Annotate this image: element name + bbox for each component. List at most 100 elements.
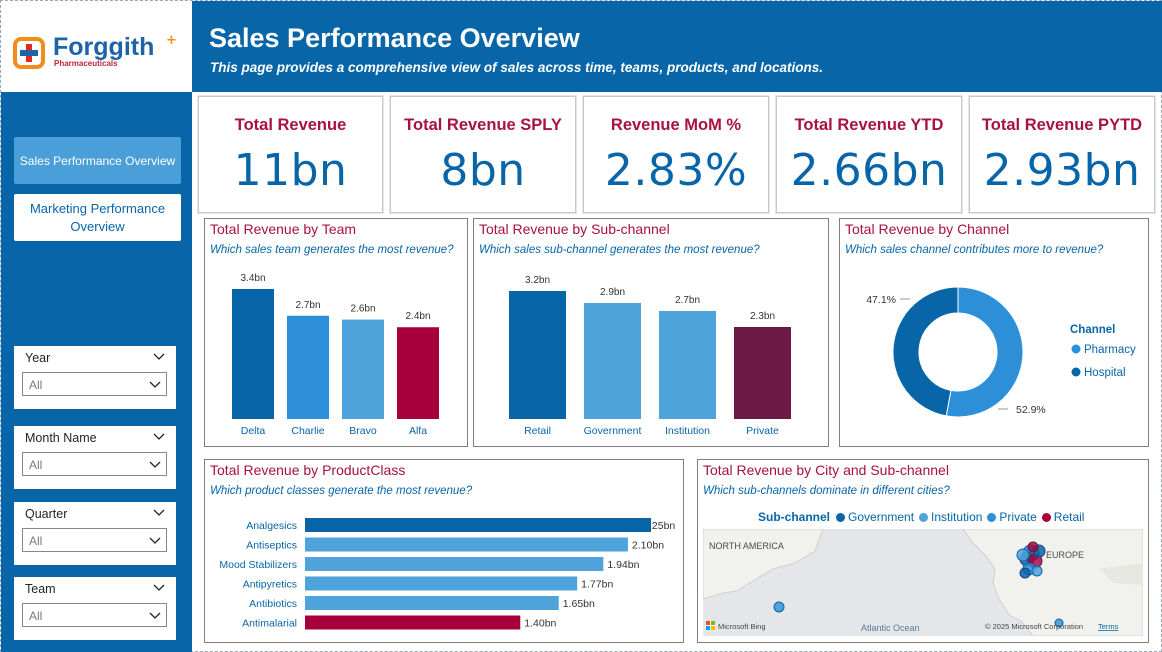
- microsoft-logo-yellow: [711, 626, 715, 630]
- subchannel-bar-plot: 3.2bn Retail 2.9bn Government 2.7bn Instituti…: [509, 275, 791, 437]
- kpi-label: Total Revenue YTD: [794, 116, 944, 134]
- sparkle-icon: +: [166, 33, 177, 48]
- map-label-atlantic-ocean: Atlantic Ocean: [861, 623, 920, 633]
- donut-slice[interactable]: [945, 286, 1024, 418]
- team-dropdown[interactable]: All: [22, 603, 167, 627]
- productclass-revenue-chart[interactable]: Total Revenue by ProductClass Which prod…: [204, 459, 684, 643]
- dropdown-value: All: [29, 378, 43, 392]
- bar[interactable]: [342, 319, 384, 419]
- dropdown-value: All: [29, 534, 43, 548]
- chart-title: Total Revenue by Channel: [845, 221, 1010, 237]
- chart-question: Which product classes generate the most …: [210, 485, 473, 497]
- city-bubble[interactable]: [1027, 541, 1039, 553]
- category-label: Analgesics: [246, 520, 297, 532]
- category-label: Retail: [524, 425, 551, 437]
- data-label: 1.94bn: [607, 559, 639, 571]
- legend-title: Sub-channel: [758, 510, 831, 524]
- legend-dot: [836, 512, 846, 522]
- chevron-down-icon: [149, 381, 161, 388]
- donut-slice[interactable]: [892, 286, 959, 417]
- category-label: Mood Stabilizers: [219, 559, 297, 571]
- bar[interactable]: [305, 557, 604, 571]
- chevron-down-icon[interactable]: [153, 506, 165, 518]
- chart-question: Which sales channel contributes more to …: [845, 244, 1104, 256]
- channel-revenue-chart[interactable]: Total Revenue by Channel Which sales cha…: [839, 218, 1149, 447]
- microsoft-logo-blue: [706, 626, 710, 630]
- bar[interactable]: [287, 315, 329, 419]
- data-label: 3.2bn: [525, 275, 550, 286]
- legend-label: Private: [999, 510, 1037, 524]
- legend-dot: [919, 512, 929, 522]
- map-terms-link[interactable]: Terms: [1098, 622, 1119, 631]
- bar[interactable]: [305, 596, 559, 610]
- city-bubble[interactable]: [1031, 565, 1043, 577]
- kpi-card-revenue-mom[interactable]: Revenue MoM % 2.83%: [583, 96, 769, 213]
- bar[interactable]: [509, 291, 566, 419]
- bar[interactable]: [305, 537, 628, 552]
- chevron-down-icon[interactable]: [153, 581, 165, 593]
- bar[interactable]: [305, 576, 578, 591]
- team-revenue-chart[interactable]: Total Revenue by Team Which sales team g…: [204, 218, 468, 447]
- kpi-card-total-revenue[interactable]: Total Revenue 11bn: [198, 96, 383, 213]
- year-dropdown[interactable]: All: [22, 372, 167, 396]
- kpi-value: 2.66bn: [790, 145, 948, 196]
- city-bubble[interactable]: [1016, 548, 1030, 562]
- city-bubble-cluster[interactable]: [773, 541, 1064, 628]
- pharmacy-cross-icon: [13, 37, 45, 69]
- city-bubble[interactable]: [773, 601, 785, 613]
- kpi-card-total-revenue-sply[interactable]: Total Revenue SPLY 8bn: [390, 96, 576, 213]
- nav-sales-performance-button[interactable]: Sales Performance Overview: [14, 137, 181, 184]
- kpi-label: Total Revenue SPLY: [404, 116, 562, 134]
- bar[interactable]: [232, 289, 274, 419]
- data-label: 3.4bn: [240, 273, 265, 284]
- world-map: NORTH AMERICA EUROPE Atlantic Ocean: [703, 529, 1143, 636]
- city-subchannel-map[interactable]: Total Revenue by City and Sub-channel Wh…: [697, 459, 1149, 643]
- quarter-dropdown[interactable]: All: [22, 528, 167, 552]
- map-canvas[interactable]: NORTH AMERICA EUROPE Atlantic Ocean: [703, 529, 1143, 636]
- bar[interactable]: [397, 327, 439, 419]
- slice-label: 47.1%: [866, 294, 896, 306]
- chevron-down-icon[interactable]: [153, 430, 165, 442]
- land-region: [1099, 563, 1143, 585]
- legend-item-government[interactable]: Government: [836, 510, 914, 524]
- bar[interactable]: [305, 615, 521, 630]
- subchannel-revenue-chart[interactable]: Total Revenue by Sub-channel Which sales…: [473, 218, 829, 447]
- microsoft-logo-red: [706, 621, 710, 625]
- bar[interactable]: [584, 303, 641, 419]
- legend-label: Institution: [931, 510, 983, 524]
- category-label: Alfa: [409, 425, 427, 437]
- city-bubble[interactable]: [1019, 567, 1031, 579]
- data-label: 2.10bn: [632, 540, 664, 552]
- legend-label: Hospital: [1084, 367, 1126, 379]
- city-bubble[interactable]: [1054, 618, 1064, 628]
- legend-title: Channel: [1070, 324, 1115, 336]
- kpi-value: 8bn: [440, 145, 526, 196]
- category-label: Charlie: [291, 425, 324, 437]
- page-title: Sales Performance Overview: [209, 23, 580, 53]
- data-label: 1.40bn: [524, 618, 556, 630]
- legend-dot: [1071, 344, 1081, 354]
- legend-item-private[interactable]: Private: [987, 510, 1037, 524]
- kpi-label: Total Revenue PYTD: [981, 116, 1143, 134]
- kpi-card-total-revenue-ytd[interactable]: Total Revenue YTD 2.66bn: [776, 96, 962, 213]
- chevron-down-icon: [149, 461, 161, 468]
- month-name-dropdown[interactable]: All: [22, 452, 167, 476]
- legend-item-institution[interactable]: Institution: [919, 510, 982, 524]
- kpi-value: 2.93bn: [983, 145, 1141, 196]
- legend-item-retail[interactable]: Retail: [1041, 510, 1084, 524]
- category-label: Institution: [665, 425, 710, 437]
- chevron-down-icon: [149, 537, 161, 544]
- data-label: 1.77bn: [581, 579, 613, 591]
- month-name-slicer: Month Name All: [14, 426, 176, 489]
- kpi-card-total-revenue-pytd[interactable]: Total Revenue PYTD 2.93bn: [969, 96, 1155, 213]
- data-label: 2.3bn: [750, 311, 775, 322]
- nav-marketing-performance-button[interactable]: Marketing Performance Overview: [14, 194, 181, 241]
- bar[interactable]: [734, 327, 791, 419]
- kpi-value: 2.83%: [604, 145, 748, 196]
- quarter-slicer: Quarter All: [14, 502, 176, 565]
- legend-dot: [1071, 367, 1081, 377]
- bar[interactable]: [305, 518, 651, 532]
- category-label: Antiseptics: [246, 540, 297, 552]
- bar[interactable]: [659, 311, 716, 419]
- chevron-down-icon[interactable]: [153, 350, 165, 362]
